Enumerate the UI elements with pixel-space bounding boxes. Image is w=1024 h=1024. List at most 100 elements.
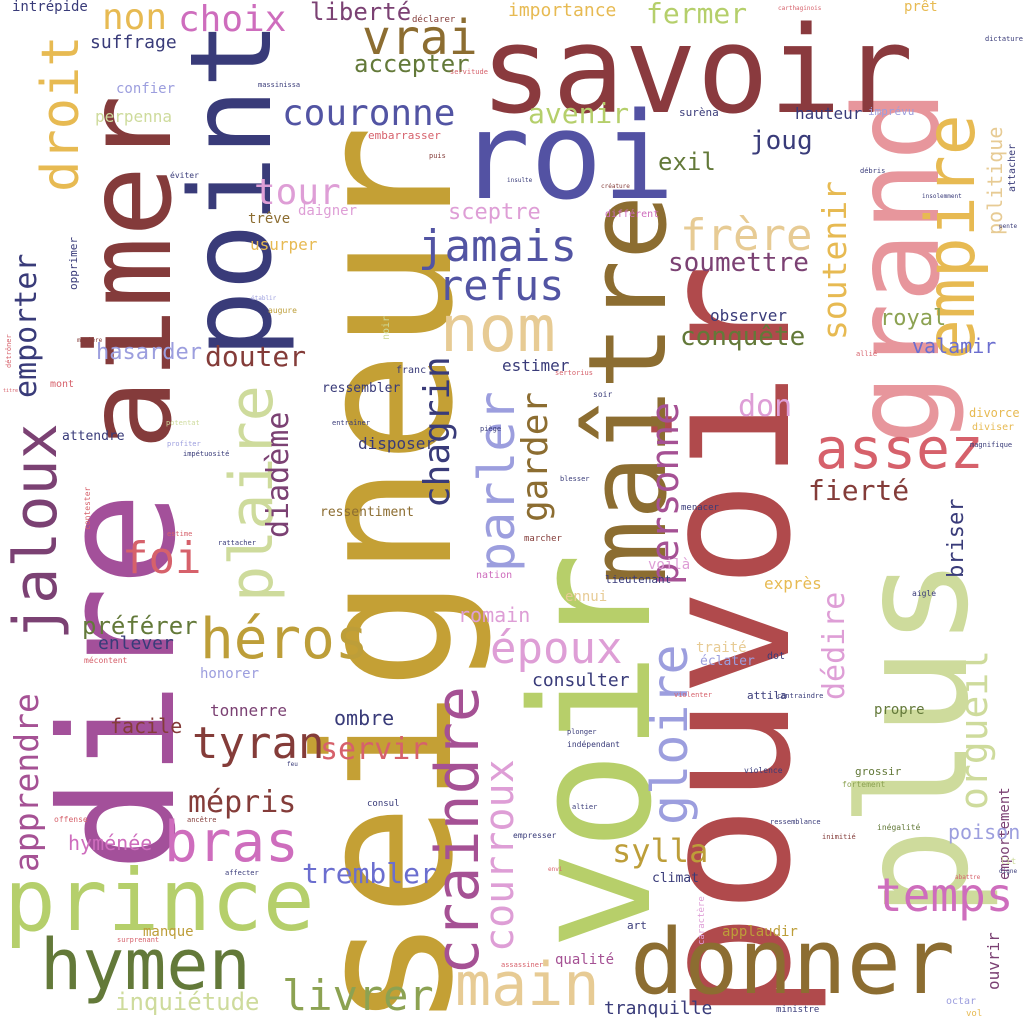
word: garder [515,391,556,522]
word: ressembler [322,381,401,396]
word: blesser [560,475,590,483]
word: politique [983,126,1007,235]
word: livrer [282,971,434,1020]
word: ennui [565,589,608,605]
word: ressemblance [770,818,821,826]
word: donner [630,910,956,1015]
word: sylla [612,832,709,870]
word: embarrasser [368,129,441,142]
word: tour [254,172,341,213]
word: allié [856,350,878,358]
word: ouvrir [984,932,1003,990]
word: inquiétude [115,988,260,1016]
word: magnifique [970,441,1013,449]
word: suffrage [90,32,177,53]
word: applaudir [722,924,798,940]
word: art [627,919,647,932]
word: époux [490,623,623,674]
word: diviser [972,422,1015,433]
word: bras [164,810,299,875]
word: divorce [969,406,1020,420]
word: exprès [764,574,822,593]
word: traité [696,640,747,656]
word: douter [205,340,307,373]
word: liberté [310,0,412,26]
word: ombre [334,706,395,730]
word: gloire [641,644,699,825]
word: confier [116,81,176,97]
word: franc [396,365,427,376]
word: insulte [507,177,533,184]
word: voilà [648,557,691,573]
word: dictature [985,35,1023,43]
word: attendre [62,429,125,444]
word: mépris [188,785,297,820]
word: empresser [513,831,557,840]
word: offense [54,815,88,824]
word: différent [605,209,660,220]
word: violenter [674,691,712,699]
word: propre [874,702,925,718]
word: fortement [842,780,886,789]
word: briser [944,498,969,578]
word: rattacher [218,539,256,547]
word: profiter [167,440,201,448]
word: servir [320,732,429,767]
word: ancêtre [187,816,217,824]
word: débris [860,167,886,175]
word: fermer [646,0,748,30]
word: frère [680,210,813,261]
word: exil [658,148,716,176]
word: grossir [855,765,902,778]
word: créature [601,183,630,190]
word: noir [381,315,392,340]
word: entraîner [332,419,370,427]
word: prêt [904,0,938,15]
word: hymen [40,924,251,1006]
word: hyménée [68,831,153,855]
word: indépendant [567,740,620,749]
word: soutenir [815,181,854,340]
word: honorer [200,666,260,682]
word: tyran [192,718,325,769]
word: observer [710,306,788,325]
word: surprenant [117,936,160,944]
word: établir [251,295,277,302]
word: sceptre [448,200,541,225]
word: attila [747,689,787,702]
word: non [102,0,168,38]
word: main [455,950,600,1020]
word: valamir [912,334,997,358]
word: dot [767,651,786,662]
word: insolemment [922,193,962,200]
word: imprévu [868,105,915,118]
word: estime [167,530,193,538]
word: emporter [9,253,44,399]
word: chagrin [417,356,458,508]
word: pente [999,223,1018,230]
word: menacer [681,503,719,513]
word: digne [999,868,1018,875]
word: couronne [282,93,456,134]
word: tranquille [604,998,713,1019]
word: prince [4,851,315,951]
word: violence [744,766,783,775]
word: détrôner [5,334,13,368]
word: déclarer [412,15,456,25]
word: orgueil [952,649,996,810]
word: jaloux [1,423,71,640]
word: vrai [362,10,478,66]
word: consul [367,799,400,809]
word: manière [77,337,103,344]
word: droit [31,35,91,192]
word: estimer [502,356,570,375]
word: lit [1000,857,1017,867]
word: potentat [166,419,200,427]
word: puis [429,152,446,160]
word: feu [287,761,298,768]
word: refus [438,261,565,310]
word: inimitié [822,833,856,841]
word: octar [946,996,977,1007]
word: nation [476,570,513,581]
